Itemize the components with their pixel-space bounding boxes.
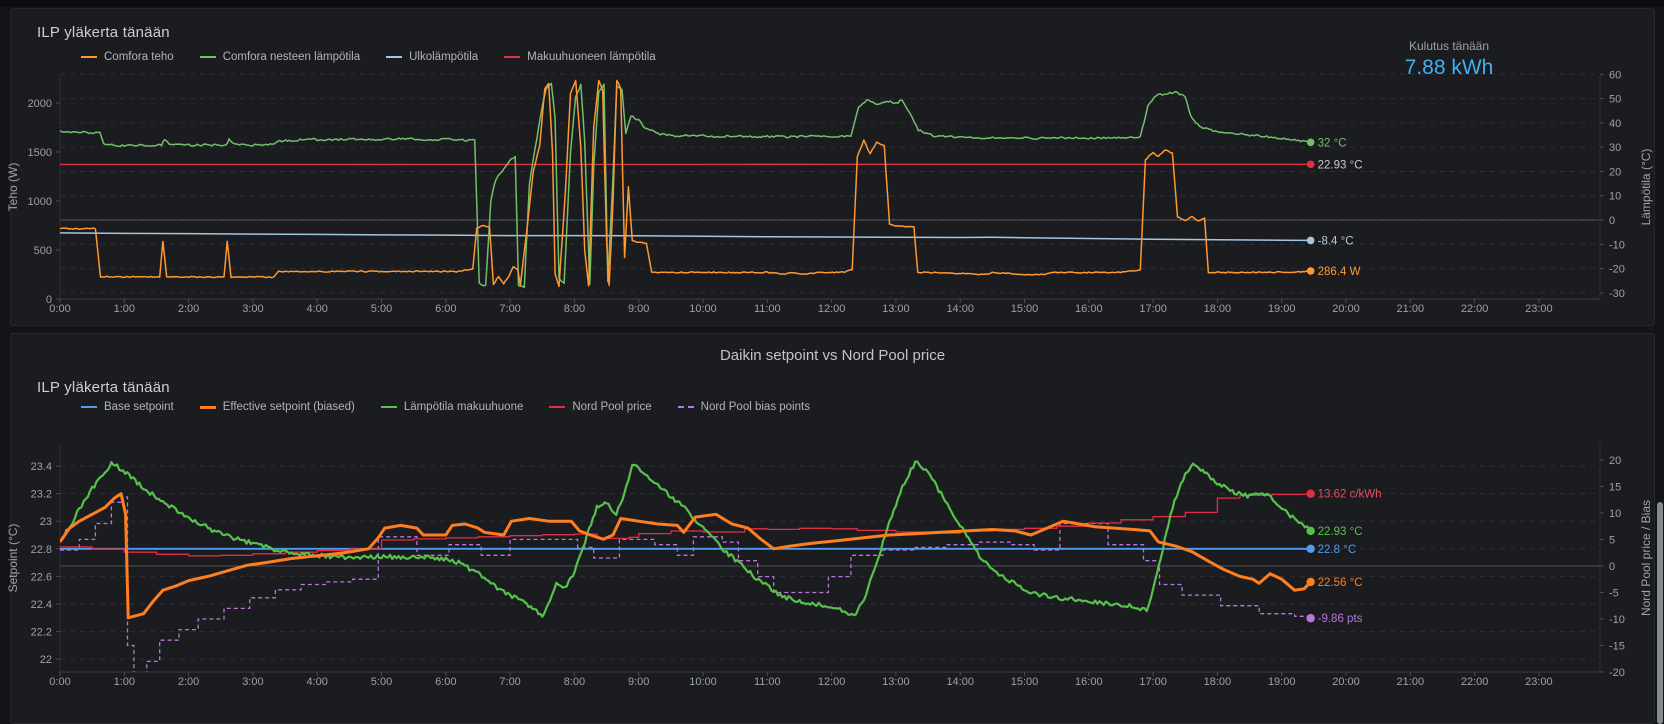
stat-value: 7.88 kWh — [1404, 56, 1494, 79]
legend-item[interactable]: Comfora teho — [81, 51, 174, 63]
scrollbar — [1656, 0, 1664, 724]
panel-daikin-setpoint: Daikin setpoint vs Nord Pool price ILP y… — [10, 333, 1655, 724]
panel-title: ILP yläkerta tänään — [37, 379, 170, 396]
legend-item-label: Lämpötila makuuhuone — [403, 401, 524, 413]
legend-item[interactable]: Effective setpoint (biased) — [199, 401, 355, 413]
legend-item[interactable]: Makuuhuoneen lämpötila — [504, 51, 656, 63]
scrollbar-thumb[interactable] — [1657, 502, 1663, 724]
legend-item[interactable]: Comfora nesteen lämpötila — [199, 51, 361, 63]
legend-item-label: Nord Pool bias points — [700, 401, 810, 413]
legend-item-label: Ulkolämpötila — [409, 51, 479, 63]
legend-series-line-icon — [504, 56, 521, 58]
chart-heading: Daikin setpoint vs Nord Pool price — [719, 347, 946, 364]
legend-item-label: Effective setpoint (biased) — [222, 401, 355, 413]
legend-item[interactable]: Nord Pool price — [549, 401, 652, 413]
legend-item-label: Comfora nesteen lämpötila — [222, 51, 361, 63]
stat-kulutus: Kulutus tänään 7.88 kWh — [1349, 39, 1549, 80]
legend-item-label: Comfora teho — [104, 51, 174, 63]
legend-item-label: Nord Pool price — [572, 401, 652, 413]
panel-ilp-power: ILP yläkerta tänään Comfora teho Comfora … — [10, 8, 1655, 326]
legend-item[interactable]: Lämpötila makuuhuone — [380, 401, 524, 413]
legend-item[interactable]: Ulkolämpötila — [386, 51, 478, 63]
legend-series-line-icon — [386, 56, 403, 58]
legend: Comfora teho Comfora nesteen lämpötila Ulk… — [81, 51, 656, 63]
stat-label: Kulutus tänään — [1408, 39, 1490, 53]
top-bar — [0, 0, 1664, 7]
legend-series-line-icon — [199, 405, 216, 409]
legend-item-label: Base setpoint — [104, 401, 174, 413]
legend-item-label: Makuuhuoneen lämpötila — [527, 51, 656, 63]
legend-series-line-icon — [81, 56, 97, 58]
legend-series-line-icon — [549, 406, 566, 408]
legend-series-line-icon — [677, 406, 694, 408]
legend-series-line-icon — [380, 406, 397, 408]
legend: Base setpoint Effective setpoint (biased)… — [81, 401, 810, 413]
legend-item[interactable]: Base setpoint — [81, 401, 174, 413]
legend-series-line-icon — [199, 56, 216, 58]
legend-item[interactable]: Nord Pool bias points — [677, 401, 810, 413]
legend-series-line-icon — [81, 406, 97, 408]
panel-title: ILP yläkerta tänään — [37, 24, 170, 41]
